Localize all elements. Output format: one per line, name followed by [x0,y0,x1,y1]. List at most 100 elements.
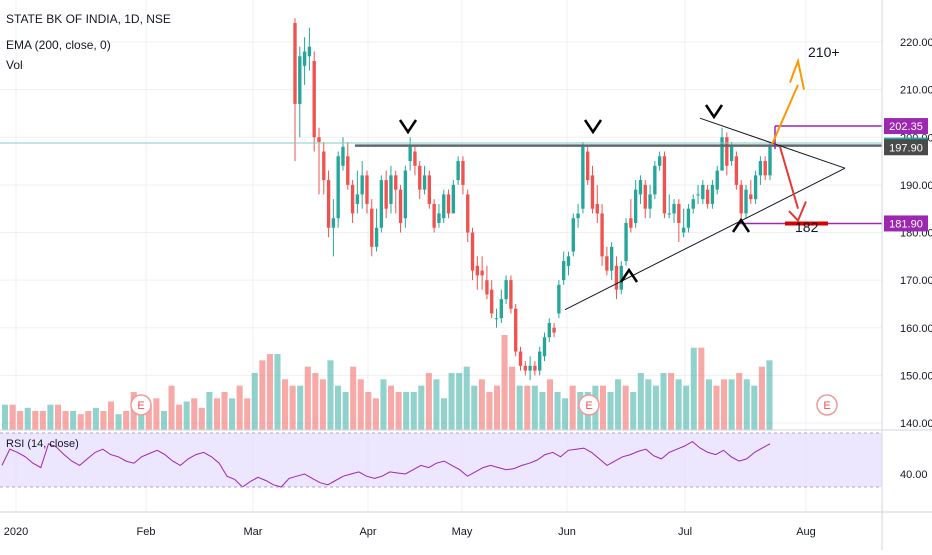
candle-body [456,161,460,181]
candles [293,18,772,381]
candle-body [657,156,662,166]
y-tick-label: 190.00 [900,180,932,192]
candle-body [302,51,307,66]
ema-indicator-label[interactable]: EMA (200, close, 0) [6,38,111,52]
volume-bar [350,366,357,430]
rsi-line [1,440,771,488]
candle-body [480,270,484,276]
volume-bar [721,379,728,430]
earnings-marker [130,394,152,416]
candle-body [461,161,465,185]
volume-bar [236,385,243,430]
candle-body [370,208,374,247]
candle-body [624,222,628,262]
candle-body [710,184,715,204]
volume-bar [660,373,667,430]
volume-bar [554,392,561,430]
candle-body [475,265,480,276]
volume-bar [637,373,644,430]
candle-body [581,146,585,209]
volume-bar [652,385,659,430]
volume-bar [705,379,712,430]
volume-bar [683,385,690,430]
earnings-marker [578,394,600,416]
candle-body [614,265,619,290]
y-tick-label: 160.00 [900,323,932,335]
candle-body [293,22,297,104]
candle-body [739,184,743,214]
rsi-line [0,432,882,488]
candle-body [701,184,705,200]
candle-body [422,175,427,190]
volume-bar [229,398,236,430]
volume-bar [153,398,160,430]
volume-bar [524,385,531,430]
bullish-arrow [771,84,799,145]
candle-body [571,218,575,252]
candle-body [763,161,767,176]
candle-body [677,203,681,223]
volume-bar [312,373,319,430]
rsi-axis-label: 40.00 [900,469,928,481]
candle-body [729,146,734,162]
volume-bar [690,347,697,430]
x-tick-label: Apr [359,526,376,538]
volume-bar [335,385,342,430]
volume-bar [282,379,289,430]
volume-indicator-label[interactable]: Vol [6,58,23,72]
volume-bar [486,392,493,430]
candle-body [509,280,513,309]
candle-body [619,265,623,290]
volume-bar [357,379,364,430]
volume-bar [168,385,175,430]
price-label: 181.90 [889,218,923,230]
volume-bar [751,385,758,430]
candle-body [600,213,604,257]
candle-body [686,208,691,228]
top-marker [704,104,724,120]
candle-body [638,180,643,195]
volume-bar [77,414,84,430]
volume-bar [410,392,417,430]
volume-bar [372,398,379,430]
candle-body [633,189,638,223]
candle-body [720,137,724,171]
rsi-band [0,433,882,487]
volume-bar [327,360,334,430]
candle-body [379,180,384,228]
candle-body [312,61,316,138]
candle-body [499,299,503,319]
volume-bar [728,379,735,430]
candle-body [442,194,446,219]
volume-bars [2,335,773,430]
bullish-arrow-head [789,57,805,90]
symbol-title[interactable]: STATE BK OF INDIA, 1D, NSE [6,12,171,26]
candle-body [418,165,422,190]
y-tick-label: 210.00 [900,85,932,97]
candle-body [643,184,647,209]
volume-bar [562,398,569,430]
drawing-overlays: E E E 210+ 182 [0,44,882,416]
rsi-indicator-label[interactable]: RSI (14, close) [6,438,79,450]
volume-bar [54,404,62,430]
candle-body [753,175,758,200]
candle-body [355,194,360,204]
top-marker [583,119,603,135]
candle-body [298,56,302,104]
volume-bar [509,366,516,430]
volume-bar [433,379,440,430]
volume-bar [47,404,54,430]
candle-body [523,365,527,371]
candle-body [605,256,609,271]
volume-bar [531,385,538,430]
candle-body [533,365,537,371]
volume-bar [39,411,46,430]
volume-bar [62,411,69,430]
volume-bar [183,401,190,430]
candle-body [490,289,494,314]
candle-body [394,175,398,190]
volume-bar [607,392,614,430]
